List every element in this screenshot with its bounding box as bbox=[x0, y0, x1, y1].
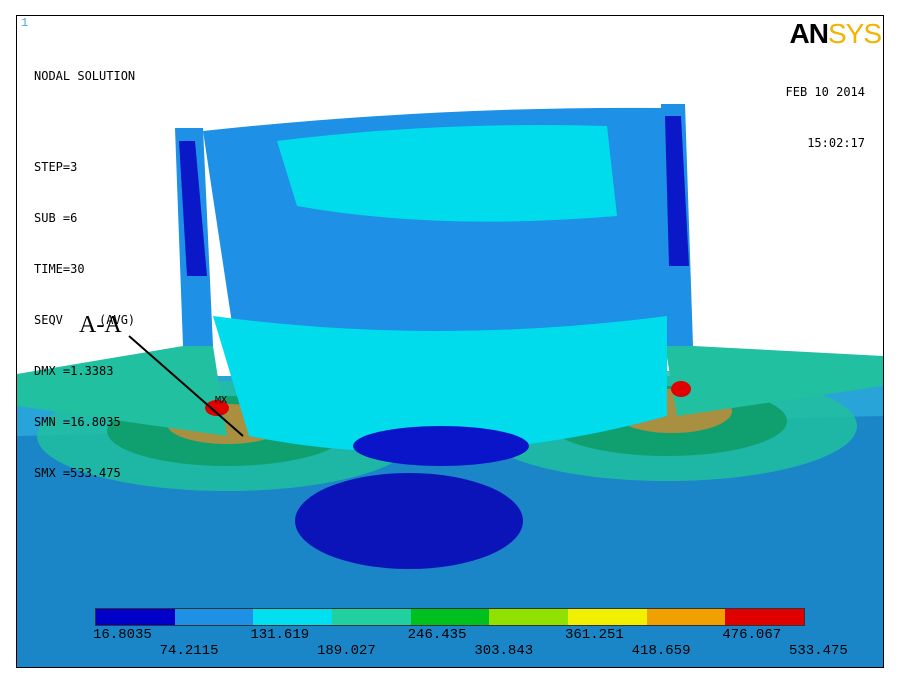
cylinder-bottom-spot bbox=[353, 426, 529, 466]
legend-label-bottom: 418.659 bbox=[631, 643, 691, 659]
low-stress-region bbox=[295, 473, 523, 569]
ansys-logo: ANSYS bbox=[789, 18, 882, 50]
status-step: STEP=3 bbox=[34, 160, 78, 174]
section-leader-line bbox=[128, 335, 244, 437]
status-dmx: DMX =1.3383 bbox=[34, 364, 114, 378]
status-time: TIME=30 bbox=[34, 262, 85, 276]
contour-legend bbox=[95, 608, 805, 626]
legend-swatch bbox=[646, 609, 726, 625]
legend-label-bottom: 74.2115 bbox=[159, 643, 219, 659]
legend-swatch bbox=[253, 609, 333, 625]
nozzle-wall-right-dark bbox=[665, 116, 689, 266]
legend-swatch bbox=[725, 609, 805, 625]
max-marker-label: MX bbox=[215, 395, 228, 406]
legend-label-top: 131.619 bbox=[250, 627, 310, 643]
legend-label-top: 476.067 bbox=[722, 627, 782, 643]
status-seqv: SEQV (AVG) bbox=[34, 313, 136, 327]
legend-swatch bbox=[489, 609, 569, 625]
status-smx: SMX =533.475 bbox=[34, 466, 121, 480]
logo-part-sys: SYS bbox=[827, 18, 882, 49]
legend-swatch bbox=[410, 609, 490, 625]
legend-swatch bbox=[568, 609, 647, 625]
max-stress-right bbox=[671, 381, 691, 397]
cylinder-upper-band bbox=[277, 125, 617, 222]
status-smn: SMN =16.8035 bbox=[34, 415, 121, 429]
legend-swatch bbox=[174, 609, 254, 625]
legend-label-top: 361.251 bbox=[565, 627, 624, 643]
logo-part-an: AN bbox=[789, 18, 829, 49]
legend-label-bottom: 189.027 bbox=[317, 643, 376, 659]
legend-label-bottom: 303.843 bbox=[474, 643, 534, 659]
timestamp-time: 15:02:17 bbox=[807, 136, 865, 150]
timestamp: FEB 10 2014 15:02:17 bbox=[786, 50, 865, 186]
contour-plot[interactable] bbox=[17, 16, 883, 667]
nozzle-wall-left-dark bbox=[179, 141, 207, 276]
solution-status: NODAL SOLUTION STEP=3 SUB =6 TIME=30 SEQ… bbox=[34, 34, 135, 516]
legend-swatch bbox=[332, 609, 411, 625]
max-stress-left bbox=[205, 400, 229, 416]
fillet-left bbox=[17, 346, 227, 436]
window-number: 1 bbox=[21, 16, 29, 30]
legend-label-top: 16.8035 bbox=[93, 627, 152, 643]
legend-label-top: 246.435 bbox=[407, 627, 467, 643]
solution-title: NODAL SOLUTION bbox=[34, 69, 136, 83]
cylinder-lower-band bbox=[213, 316, 667, 452]
timestamp-date: FEB 10 2014 bbox=[785, 85, 865, 99]
legend-swatch bbox=[96, 609, 175, 625]
graphics-window[interactable]: 1 ANSYS NODAL SOLUTION STEP=3 SUB =6 TIM… bbox=[16, 15, 884, 668]
legend-label-bottom: 533.475 bbox=[789, 643, 848, 659]
status-sub: SUB =6 bbox=[34, 211, 78, 225]
fillet-right bbox=[665, 346, 883, 416]
section-label: A-A bbox=[79, 312, 122, 338]
